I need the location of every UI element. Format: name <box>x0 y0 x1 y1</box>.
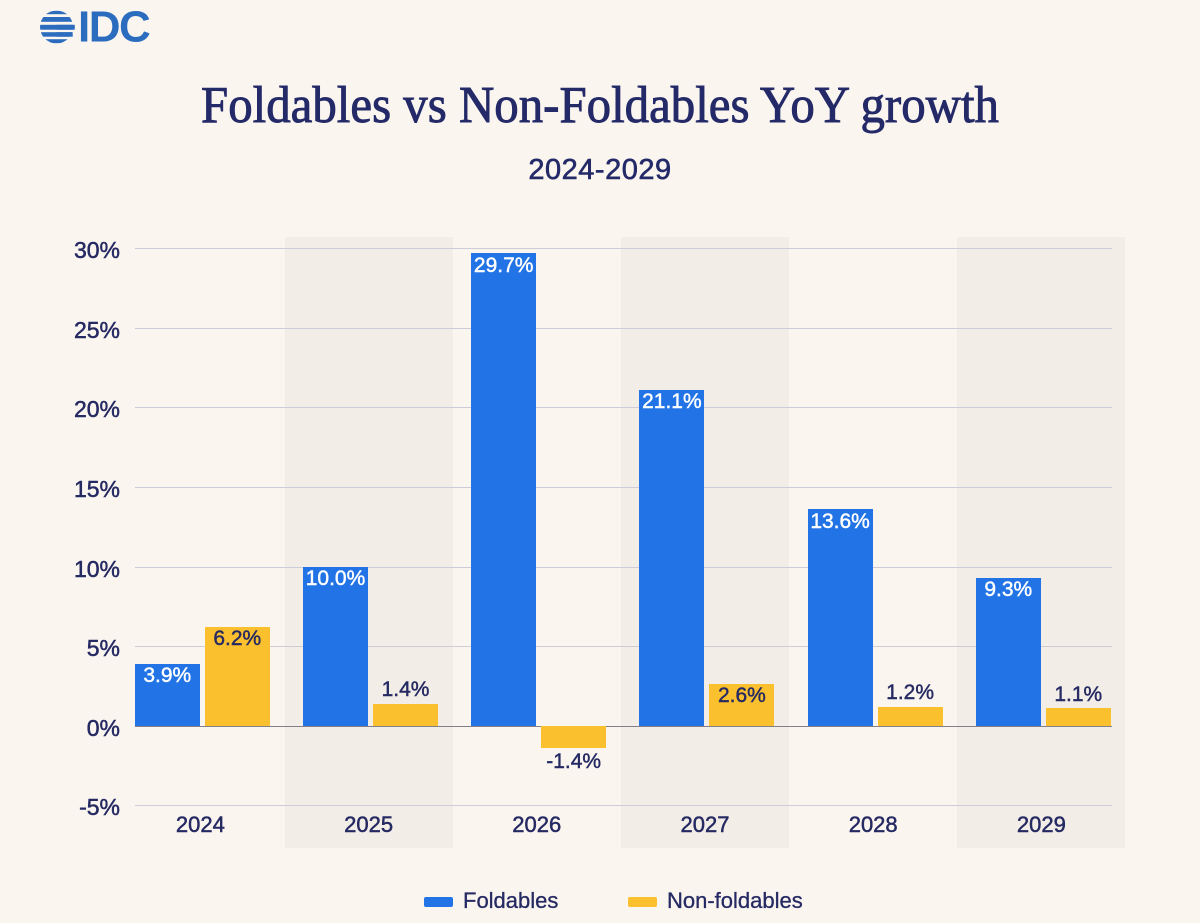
svg-text:IDC: IDC <box>78 8 150 48</box>
